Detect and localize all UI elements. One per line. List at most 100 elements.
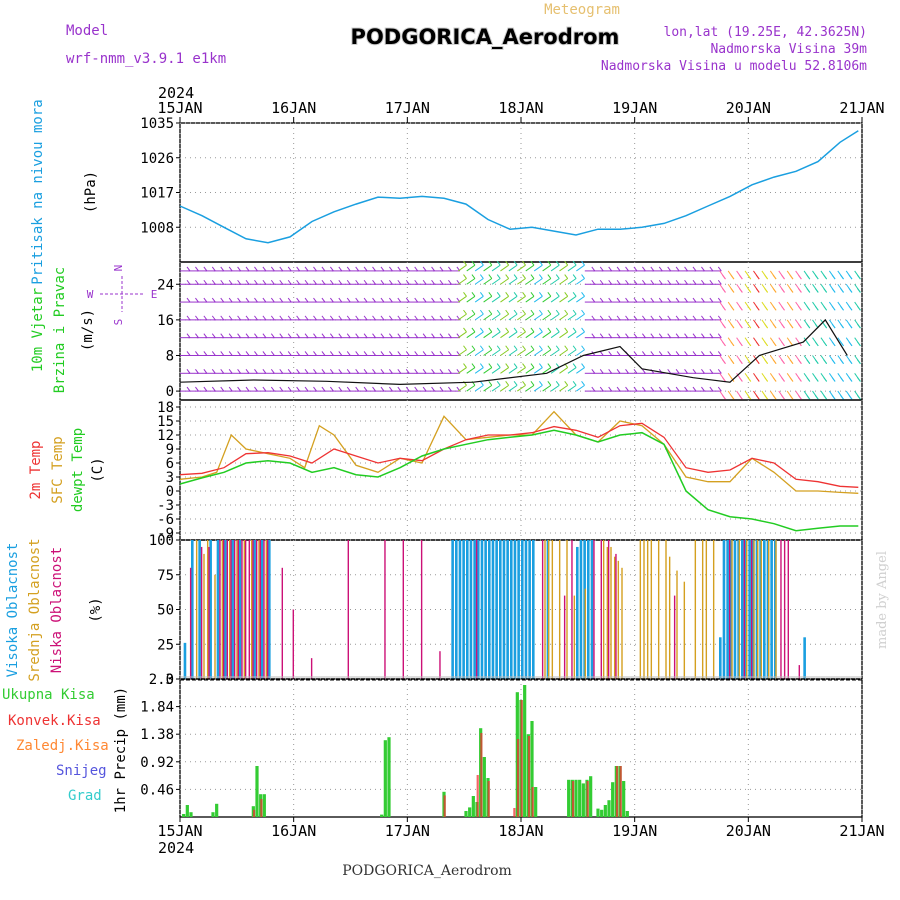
- y-tick-label: 24: [157, 277, 174, 293]
- low-cloud-bar: [226, 540, 228, 679]
- wind-barb: [559, 331, 568, 339]
- wind-barb-flag: [591, 315, 596, 321]
- wind-barb: [500, 264, 509, 272]
- wind-barb-flag: [667, 279, 672, 285]
- wind-barb-flag: [625, 386, 629, 392]
- wind-barb-flag: [422, 266, 427, 272]
- wind-barb: [458, 349, 467, 356]
- wind-barb: [508, 278, 518, 285]
- wind-barb-flag: [463, 274, 467, 279]
- high-cloud-bar: [506, 540, 509, 679]
- wind-barb-flag: [747, 394, 752, 400]
- convective-rain-bar: [516, 739, 520, 817]
- wind-barb: [500, 349, 509, 356]
- wind-barb-flag: [463, 345, 467, 351]
- wind-barb: [517, 264, 526, 272]
- wind-barb-flag: [658, 333, 663, 338]
- wind-barb-flag: [658, 386, 663, 392]
- wind-barb: [491, 313, 501, 321]
- wind-barb-flag: [220, 333, 225, 338]
- wind-barb-flag: [355, 333, 360, 338]
- wind-barb: [466, 264, 476, 272]
- wind-barb-flag: [701, 351, 705, 356]
- wind-barb: [576, 295, 585, 303]
- wind-barb-flag: [650, 351, 655, 356]
- wind-barb-flag: [772, 288, 777, 293]
- x-tick-label-bottom: 15JAN: [157, 822, 202, 840]
- wind-barb-flag: [581, 292, 585, 297]
- wind-barb-flag: [581, 363, 585, 368]
- wind-barb-flag: [203, 279, 208, 285]
- wind-barb-flag: [831, 377, 836, 382]
- low-cloud-bar: [780, 540, 782, 679]
- wind-barb-flag: [203, 386, 208, 392]
- mid-cloud-bar: [250, 540, 253, 679]
- wind-barb-flag: [591, 333, 596, 338]
- wind-barb-flag: [722, 305, 726, 311]
- wind-barb-flag: [599, 351, 604, 356]
- wind-barb-flag: [547, 260, 552, 266]
- wind-barb-flag: [764, 305, 769, 311]
- wind-barb-flag: [857, 288, 861, 293]
- wind-barb: [550, 313, 560, 321]
- wind-panel: 0 8 16 24: [157, 260, 863, 401]
- wind-barb-flag: [722, 359, 726, 364]
- wind-barb-flag: [254, 368, 258, 374]
- total-rain-bar: [607, 800, 611, 817]
- wind-barb-flag: [857, 305, 861, 311]
- wind-barb-flag: [380, 279, 385, 285]
- low-cloud-bar: [541, 540, 544, 679]
- wind-barb-flag: [363, 333, 368, 338]
- wind-barb-flag: [513, 260, 518, 266]
- wind-barb-flag: [701, 279, 705, 285]
- wind-barb-flag: [547, 381, 552, 386]
- wind-barb-flag: [564, 345, 569, 351]
- wind-barb-flag: [463, 292, 467, 297]
- year-top: 2024: [158, 84, 194, 102]
- wind-barb-flag: [254, 279, 258, 285]
- total-rain-bar: [603, 805, 607, 817]
- wind-barb-flag: [555, 381, 560, 386]
- wind-barb-flag: [195, 386, 199, 392]
- wind-barb-flag: [186, 266, 191, 272]
- wind-barb-flag: [789, 305, 794, 311]
- total-rain-bar: [215, 803, 219, 817]
- wind-barb-flag: [857, 323, 861, 329]
- wind-barb-flag: [599, 315, 604, 321]
- wind-barb-flag: [789, 323, 794, 329]
- wind-barb-flag: [857, 394, 861, 400]
- low-cloud-bar: [189, 567, 192, 679]
- wind-barb-flag: [608, 266, 613, 272]
- wind-barb-flag: [363, 297, 368, 303]
- wind-barb-flag: [658, 279, 663, 285]
- wind-barb-flag: [505, 292, 510, 297]
- wind-barb-flag: [701, 266, 705, 272]
- y-tick-label: 0.92: [140, 755, 174, 771]
- wind-barb-flag: [848, 323, 853, 329]
- wind-ylabel: 10m Vjetar: [30, 288, 46, 372]
- x-tick-label-top: 20JAN: [726, 99, 771, 117]
- wind-barb-flag: [479, 260, 484, 266]
- wind-barb-flag: [806, 394, 811, 400]
- wind-barb-flag: [211, 351, 216, 356]
- wind-barb-flag: [262, 279, 267, 285]
- wind-barb-flag: [296, 315, 301, 321]
- wind-barb: [508, 313, 518, 321]
- wind-barb-flag: [513, 381, 518, 386]
- wind-barb-flag: [840, 323, 844, 329]
- wind-barb: [500, 313, 509, 321]
- high-cloud-bar: [521, 540, 524, 679]
- y-tick-label: 1.84: [140, 700, 174, 716]
- wind-barb-flag: [522, 260, 526, 266]
- high-cloud-bar: [513, 540, 517, 679]
- wind-barb-flag: [840, 359, 844, 364]
- wind-barb-flag: [505, 363, 510, 368]
- mid-cloud-bar: [753, 540, 755, 679]
- mid-cloud-bar: [258, 540, 260, 679]
- wind-barb-flag: [346, 386, 351, 392]
- wind-barb-flag: [538, 363, 543, 368]
- wind-barb-flag: [414, 333, 419, 338]
- wind-barb-flag: [321, 315, 326, 321]
- pressure-panel: 1008 1017 1026 1035: [140, 116, 863, 263]
- y-tick-label: 0: [166, 672, 174, 688]
